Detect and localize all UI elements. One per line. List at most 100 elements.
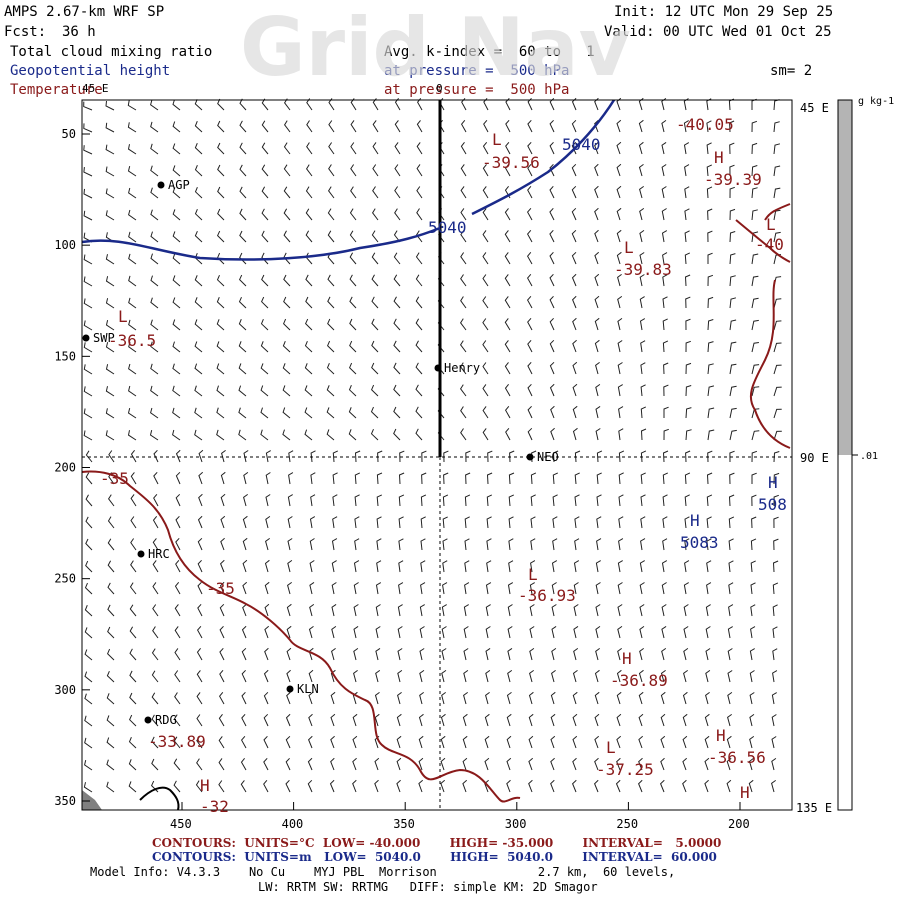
wind-barb	[661, 560, 668, 573]
wind-barb	[331, 603, 337, 617]
extremum-type-16: H	[768, 473, 778, 492]
wind-barb	[594, 163, 599, 177]
wind-barb	[326, 429, 335, 441]
wind-barb	[728, 582, 734, 595]
wind-barb	[374, 713, 380, 727]
wind-barb	[194, 99, 203, 111]
wind-barb	[105, 188, 115, 199]
wind-barb	[442, 494, 449, 507]
wind-barb	[660, 713, 666, 727]
wind-barb	[83, 298, 93, 309]
wind-barb	[398, 560, 404, 573]
wind-barb	[572, 757, 577, 771]
wind-barb	[572, 361, 578, 375]
wind-barb	[705, 626, 711, 639]
wind-barb	[127, 100, 137, 111]
wind-barb	[308, 735, 313, 749]
wind-barb	[595, 582, 601, 595]
wind-barb	[616, 207, 622, 221]
wind-barb	[552, 450, 559, 463]
wind-barb	[397, 691, 402, 705]
wind-barb	[105, 122, 115, 133]
wind-barb	[773, 516, 779, 529]
wind-barb	[504, 208, 511, 221]
colorbar-units: g kg-1	[858, 96, 894, 107]
wind-barb	[398, 538, 404, 551]
wind-barb	[662, 318, 668, 331]
wind-barb	[486, 538, 492, 551]
wind-barb	[705, 669, 711, 683]
wind-barb	[482, 164, 489, 177]
wind-barb	[130, 449, 137, 463]
wind-barb	[727, 626, 733, 639]
wind-barb	[504, 362, 511, 375]
wind-barb	[310, 450, 316, 463]
wind-barb	[175, 493, 181, 507]
x-tick-label: 400	[282, 817, 304, 831]
extremum-type-4: L	[766, 215, 776, 234]
wind-barb	[242, 515, 248, 529]
wind-barb	[353, 560, 360, 573]
wind-barb	[462, 779, 468, 793]
wind-barb	[727, 713, 732, 727]
wind-barb	[393, 406, 401, 419]
wind-barb	[574, 472, 580, 485]
wind-barb	[307, 779, 313, 793]
wind-barb	[106, 715, 115, 727]
wind-barb	[128, 209, 137, 221]
wind-barb	[504, 340, 511, 353]
wind-barb	[508, 560, 514, 573]
wind-barb	[441, 691, 446, 705]
wind-barb	[685, 296, 691, 309]
wind-barb	[194, 407, 203, 419]
wind-barb	[707, 252, 713, 264]
wind-barb	[529, 604, 535, 617]
wind-barb	[108, 450, 115, 463]
wind-barb	[376, 494, 383, 507]
wind-barb	[706, 516, 712, 529]
wind-barb	[640, 538, 646, 551]
wind-barb	[218, 736, 225, 749]
wind-barb	[772, 560, 779, 573]
wind-barb	[217, 142, 225, 155]
wind-barb	[194, 341, 203, 353]
wind-barb	[304, 318, 313, 331]
y-tick-label: 250	[54, 572, 76, 586]
wind-barb	[773, 121, 780, 133]
wind-barb	[198, 471, 204, 485]
wind-barb	[660, 735, 666, 749]
wind-barb	[216, 341, 225, 353]
extremum-value-9: -36.93	[518, 586, 576, 605]
wind-barb	[152, 515, 159, 529]
wind-barb	[729, 319, 737, 331]
height-label-5040-west: 5040	[428, 218, 467, 237]
wind-barb	[85, 472, 93, 485]
wind-barb	[331, 625, 337, 639]
x-tick-label: 250	[616, 817, 638, 831]
wind-barb	[128, 319, 137, 331]
wind-barb	[572, 295, 577, 309]
wind-barb	[106, 781, 115, 793]
wind-barb	[216, 297, 225, 309]
wind-barb	[442, 560, 448, 573]
extremum-value-6: -36.5	[108, 331, 156, 350]
wind-barb	[85, 494, 93, 507]
wind-barb	[707, 429, 715, 441]
wind-barb	[327, 208, 335, 221]
height-contour-5040-west	[81, 226, 441, 261]
footer-model-info: Model Info: V4.3.3 No Cu MYJ PBL Morriso…	[90, 865, 676, 879]
wind-barb	[260, 407, 269, 419]
wind-barb	[420, 582, 426, 595]
wind-barb	[151, 736, 159, 749]
wind-barb	[239, 164, 247, 177]
wind-barb	[726, 779, 732, 793]
wind-barb	[729, 385, 737, 397]
wind-barb	[729, 208, 736, 221]
wind-barb	[571, 207, 577, 221]
wind-barb	[506, 713, 512, 727]
wind-barb	[682, 713, 688, 727]
wind-barb	[705, 604, 711, 617]
wind-barb	[172, 341, 181, 353]
wind-barb	[749, 670, 755, 683]
wind-barb	[415, 428, 423, 441]
